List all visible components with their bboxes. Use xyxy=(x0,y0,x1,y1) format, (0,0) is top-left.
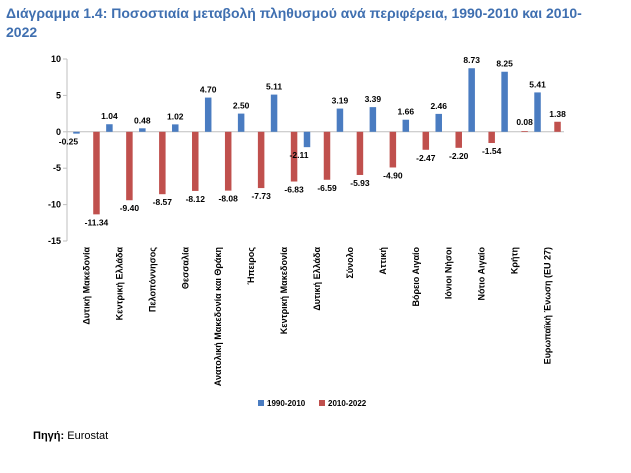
category-label: Ήπειρος xyxy=(246,247,256,285)
y-tick-label: -5 xyxy=(53,163,61,173)
category-label: Κρήτη xyxy=(510,247,520,274)
data-label: -11.34 xyxy=(85,217,109,227)
data-label: 5.41 xyxy=(529,79,546,89)
bar-series1 xyxy=(534,92,541,132)
source-text: Eurostat xyxy=(67,430,109,442)
category-label: Θεσσαλία xyxy=(180,247,190,290)
y-tick-label: -10 xyxy=(48,200,61,210)
bar-series1 xyxy=(303,131,311,148)
bar-series2 xyxy=(455,131,462,148)
bar-series2 xyxy=(290,131,298,182)
bar-series1 xyxy=(501,71,508,132)
bar-series2 xyxy=(159,131,166,195)
bar-series1 xyxy=(204,97,212,132)
legend-label: 1990-2010 xyxy=(267,399,306,408)
category-label: Σύνολο xyxy=(345,247,355,279)
data-label: 3.39 xyxy=(365,94,382,104)
y-tick-label: 10 xyxy=(51,54,61,64)
category-label: Βόρειο Αιγαίο xyxy=(411,247,421,307)
data-label: -8.08 xyxy=(219,194,239,204)
bar-series1 xyxy=(139,128,146,132)
data-label: 2.50 xyxy=(233,101,250,111)
category-label: Αττική xyxy=(378,247,388,275)
data-label: -2.20 xyxy=(449,151,469,161)
source-note: Πηγή: Eurostat xyxy=(33,430,108,442)
bar-series2 xyxy=(389,131,397,168)
bar-series1 xyxy=(172,124,179,132)
bar-series2 xyxy=(93,131,100,215)
data-label: -2.11 xyxy=(290,150,309,160)
category-label: Πελοπόννησος xyxy=(147,247,157,312)
legend-swatch xyxy=(258,400,264,406)
data-label: -5.93 xyxy=(350,178,370,188)
category-label: Κεντρική Μακεδονία xyxy=(279,247,289,335)
data-label: 1.02 xyxy=(167,111,184,121)
y-tick-label: -15 xyxy=(48,236,61,246)
bars xyxy=(73,68,561,215)
data-label: -0.25 xyxy=(59,137,79,147)
data-label: -7.73 xyxy=(251,191,271,201)
data-label: 1.66 xyxy=(398,107,415,117)
data-label: -9.40 xyxy=(120,203,140,213)
source-label: Πηγή: xyxy=(33,430,65,442)
chart-title: Διάγραμμα 1.4: Ποσοστιαία μεταβολή πληθυ… xyxy=(6,5,582,40)
data-label: -6.59 xyxy=(317,183,337,193)
legend-swatch xyxy=(319,400,325,406)
bar-series1 xyxy=(435,113,442,132)
data-label: 0.08 xyxy=(516,117,533,127)
data-label: 4.70 xyxy=(200,85,217,95)
category-label: Ανατολική Μακεδονία και Θράκη xyxy=(213,247,223,386)
category-label: Δυτική Μακεδονία xyxy=(81,247,91,325)
data-label: 1.04 xyxy=(101,111,118,121)
data-label: -2.47 xyxy=(416,153,436,163)
data-label: -4.90 xyxy=(383,170,403,180)
bar-series2 xyxy=(192,131,199,191)
bar-series1 xyxy=(237,113,245,132)
axes: 10 5 0 -5 -10 -15 xyxy=(48,54,564,246)
y-tick-label: 0 xyxy=(56,127,61,137)
bar-series1 xyxy=(369,107,377,132)
bar-series2 xyxy=(488,131,495,144)
bar-series2 xyxy=(422,131,430,150)
bar-series1 xyxy=(336,108,344,132)
bar-series2 xyxy=(224,131,232,191)
data-label: 8.73 xyxy=(463,55,480,65)
bar-series2 xyxy=(554,121,561,132)
data-label: -1.54 xyxy=(482,146,502,156)
bar-series2 xyxy=(356,131,364,175)
data-label: 2.46 xyxy=(430,101,447,111)
bar-series1 xyxy=(270,94,278,132)
data-label: 8.25 xyxy=(496,59,513,69)
data-label: -8.12 xyxy=(186,194,206,204)
data-label: 1.38 xyxy=(549,109,566,119)
data-labels: -0.25 -11.34 1.04 -9.40 0.48 -8.57 1.02 -8.12 4.… xyxy=(59,55,566,227)
data-label: 3.19 xyxy=(332,96,349,106)
bar-series1 xyxy=(106,124,113,132)
category-label: Νότιο Αιγαίο xyxy=(477,247,487,301)
data-label: -6.83 xyxy=(284,185,304,195)
y-tick-label: 5 xyxy=(56,90,61,100)
bar-series1 xyxy=(402,119,410,132)
bar-series1 xyxy=(468,68,475,132)
data-label: 5.11 xyxy=(266,82,282,92)
legend: 1990-2010 2010-2022 xyxy=(258,399,367,408)
category-label: Ιόνιοι Νήσοι xyxy=(444,247,454,300)
bar-series2 xyxy=(323,131,331,180)
bar-series2 xyxy=(126,131,133,201)
category-label: Δυτική Ελλάδα xyxy=(312,247,322,311)
legend-label: 2010-2022 xyxy=(328,399,367,408)
bar-series2 xyxy=(257,131,265,189)
category-label: Ευρωπαϊκή Ένωση (EU 27) xyxy=(543,247,553,364)
data-label: 0.48 xyxy=(134,115,151,125)
bar-series1 xyxy=(73,131,80,134)
category-label: Κεντρική Ελλάδα xyxy=(114,247,124,321)
category-labels: Δυτική Μακεδονία Κεντρική Ελλάδα Πελοπόννη… xyxy=(81,247,552,387)
data-label: -8.57 xyxy=(153,197,173,207)
bar-series2 xyxy=(521,131,528,133)
